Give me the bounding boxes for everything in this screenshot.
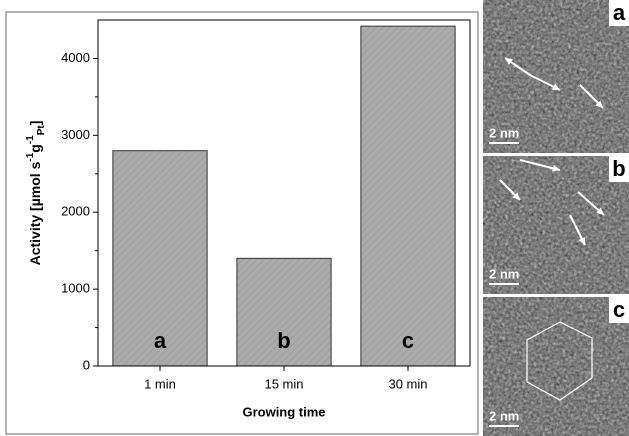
bar-label: a <box>154 328 167 353</box>
panel-label: c <box>613 297 625 322</box>
y-axis-label: Activity [µmol s-1g-1Pt] <box>25 121 47 266</box>
arrow-head <box>578 237 585 245</box>
panel-label-box <box>609 297 629 323</box>
bar-label: c <box>402 328 414 353</box>
scale-label: 2 nm <box>489 266 519 281</box>
y-tick-label: 1000 <box>61 281 90 296</box>
x-tick-label: 15 min <box>264 376 303 391</box>
y-tick-label: 4000 <box>61 50 90 65</box>
y-axis-label-part: g <box>27 144 43 153</box>
y-tick-label: 3000 <box>61 127 90 142</box>
bar <box>236 257 332 367</box>
y-axis-label-part: -1 <box>25 135 36 144</box>
scale-label: 2 nm <box>489 125 519 140</box>
panel-label: a <box>613 0 626 25</box>
scale-label: 2 nm <box>489 408 519 423</box>
arrow-head <box>596 207 604 215</box>
micrograph <box>483 156 629 294</box>
micrographs: a 2 nm b 2 nm c 2 nm <box>483 0 629 436</box>
x-tick-label: 1 min <box>144 376 176 391</box>
bar <box>112 150 208 367</box>
x-tick-label: 30 min <box>388 376 427 391</box>
arrow-head <box>595 100 603 108</box>
plot-frame <box>97 19 471 367</box>
bar-label: b <box>277 328 290 353</box>
panel-label: b <box>612 156 625 181</box>
y-axis-label-part: Pt <box>36 125 47 136</box>
figure-frame <box>5 11 479 435</box>
arrow-head <box>552 164 560 172</box>
y-axis-label-part: ] <box>27 121 43 126</box>
bar-chart: 0 1000 2000 3000 4000 1 min a 15 min b 30 min c Gro… <box>25 19 471 419</box>
y-tick-label: 0 <box>83 357 90 372</box>
x-axis-label: Growing time <box>242 404 325 419</box>
micrograph <box>483 0 629 153</box>
y-axis-label-part: Activity [µmol s <box>27 161 43 265</box>
micrograph <box>483 297 629 436</box>
y-tick-label: 2000 <box>61 204 90 219</box>
hexagon <box>526 321 593 401</box>
bar <box>360 25 456 367</box>
arrow-head <box>512 192 520 200</box>
arrow-head <box>552 83 560 90</box>
y-axis-label-part: -1 <box>25 152 36 161</box>
panel-label-box <box>609 0 629 26</box>
arrow-head <box>505 58 513 65</box>
panel-label-box <box>609 156 629 182</box>
